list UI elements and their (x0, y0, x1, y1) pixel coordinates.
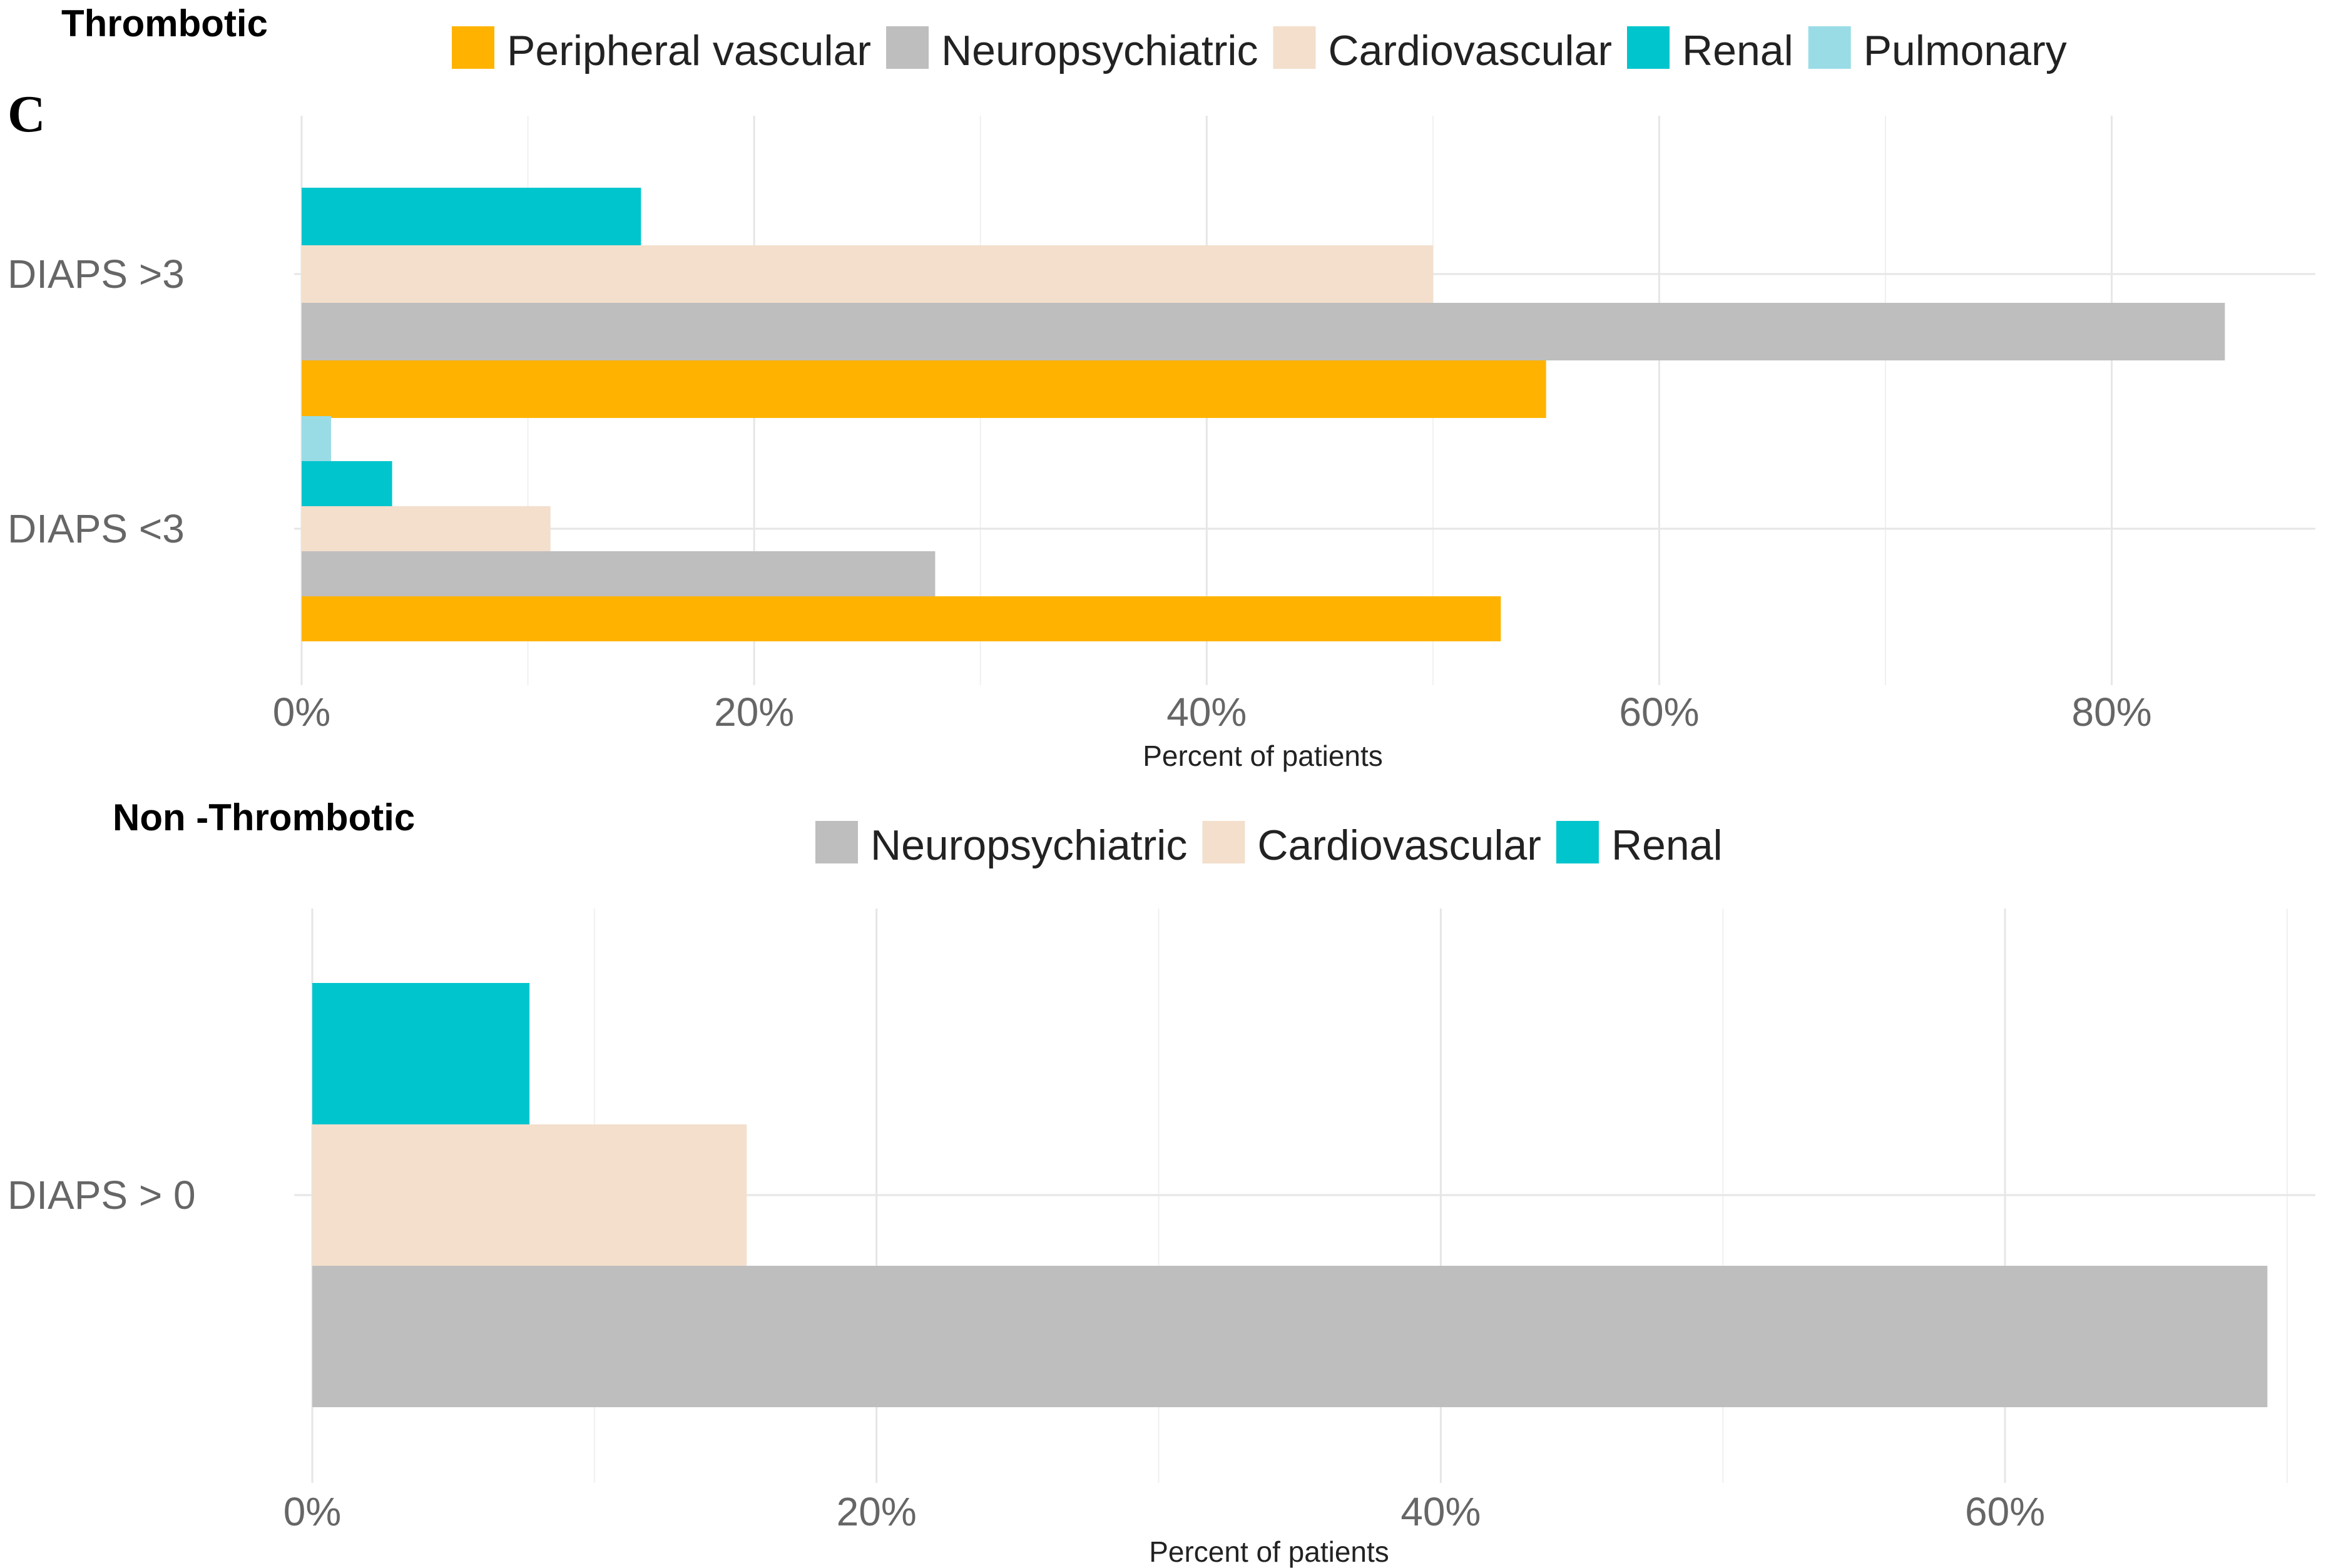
legend-swatch-peripheral-vascular (452, 26, 494, 69)
thrombotic-legend: Peripheral vascular Neuropsychiatric Cardi… (452, 26, 2067, 74)
legend-label-neuropsychiatric: Neuropsychiatric (870, 822, 1187, 869)
legend-label-renal: Renal (1611, 822, 1723, 869)
thrombotic-title: Thrombotic (61, 3, 268, 44)
x-tick-label: 0% (273, 690, 331, 735)
category-label: DIAPS > 0 (8, 1173, 196, 1218)
legend-swatch-renal (1627, 26, 1670, 69)
legend-label-peripheral-vascular: Peripheral vascular (507, 27, 871, 74)
bar-neuropsychiatric-diaps-0 (312, 1266, 2268, 1407)
x-tick-label: 60% (1619, 690, 1699, 735)
bar-neuropsychiatric-diaps-3 (302, 303, 2225, 360)
legend-swatch-cardiovascular (1273, 26, 1316, 69)
bar-cardiovascular-diaps-3 (302, 506, 551, 551)
x-tick-label: 40% (1400, 1489, 1481, 1534)
bar-cardiovascular-diaps-0 (312, 1124, 747, 1266)
legend-label-neuropsychiatric: Neuropsychiatric (941, 27, 1258, 74)
legend-label-cardiovascular: Cardiovascular (1257, 822, 1541, 869)
bar-pulmonary-diaps-3 (302, 416, 332, 461)
non-thrombotic-x-axis-title: Percent of patients (1149, 1535, 1389, 1568)
legend-swatch-cardiovascular (1202, 821, 1245, 863)
x-tick-label: 20% (837, 1489, 917, 1534)
bar-renal-diaps-0 (312, 983, 530, 1124)
category-label: DIAPS >3 (8, 252, 185, 297)
thrombotic-x-tick-labels: 0% 20% 40% 60% 80% (273, 690, 2152, 735)
legend-swatch-pulmonary (1808, 26, 1851, 69)
thrombotic-category-labels: DIAPS >3 DIAPS <3 (8, 252, 185, 551)
legend-swatch-renal (1556, 821, 1599, 863)
legend-label-renal: Renal (1682, 27, 1793, 74)
x-tick-label: 0% (283, 1489, 342, 1534)
non-thrombotic-bars (312, 983, 2268, 1407)
legend-swatch-neuropsychiatric (886, 26, 929, 69)
category-label: DIAPS <3 (8, 506, 185, 551)
thrombotic-bars (302, 188, 2225, 641)
bar-neuropsychiatric-diaps-3 (302, 551, 936, 596)
legend-label-pulmonary: Pulmonary (1864, 27, 2067, 74)
non-thrombotic-panel: Non -Thrombotic Neuropsychiatric Cardiova… (8, 797, 2315, 1568)
non-thrombotic-title: Non -Thrombotic (113, 797, 415, 838)
x-tick-label: 80% (2072, 690, 2152, 735)
legend-swatch-neuropsychiatric (815, 821, 858, 863)
non-thrombotic-x-tick-labels: 0% 20% 40% 60% (283, 1489, 2045, 1534)
x-tick-label: 20% (714, 690, 794, 735)
non-thrombotic-legend: Neuropsychiatric Cardiovascular Renal (815, 821, 1723, 869)
non-thrombotic-category-labels: DIAPS > 0 (8, 1173, 196, 1218)
bar-peripheral-vascular-diaps-3 (302, 596, 1501, 641)
thrombotic-panel: Thrombotic C Peripheral vascular Neuropsy… (8, 3, 2315, 772)
x-tick-label: 60% (1965, 1489, 2045, 1534)
panel-letter: C (8, 85, 46, 143)
bar-renal-diaps-3 (302, 461, 392, 506)
bar-renal-diaps-3 (302, 188, 641, 245)
legend-label-cardiovascular: Cardiovascular (1328, 27, 1612, 74)
bar-cardiovascular-diaps-3 (302, 245, 1433, 303)
x-tick-label: 40% (1166, 690, 1247, 735)
thrombotic-x-axis-title: Percent of patients (1143, 740, 1383, 772)
bar-peripheral-vascular-diaps-3 (302, 360, 1546, 418)
